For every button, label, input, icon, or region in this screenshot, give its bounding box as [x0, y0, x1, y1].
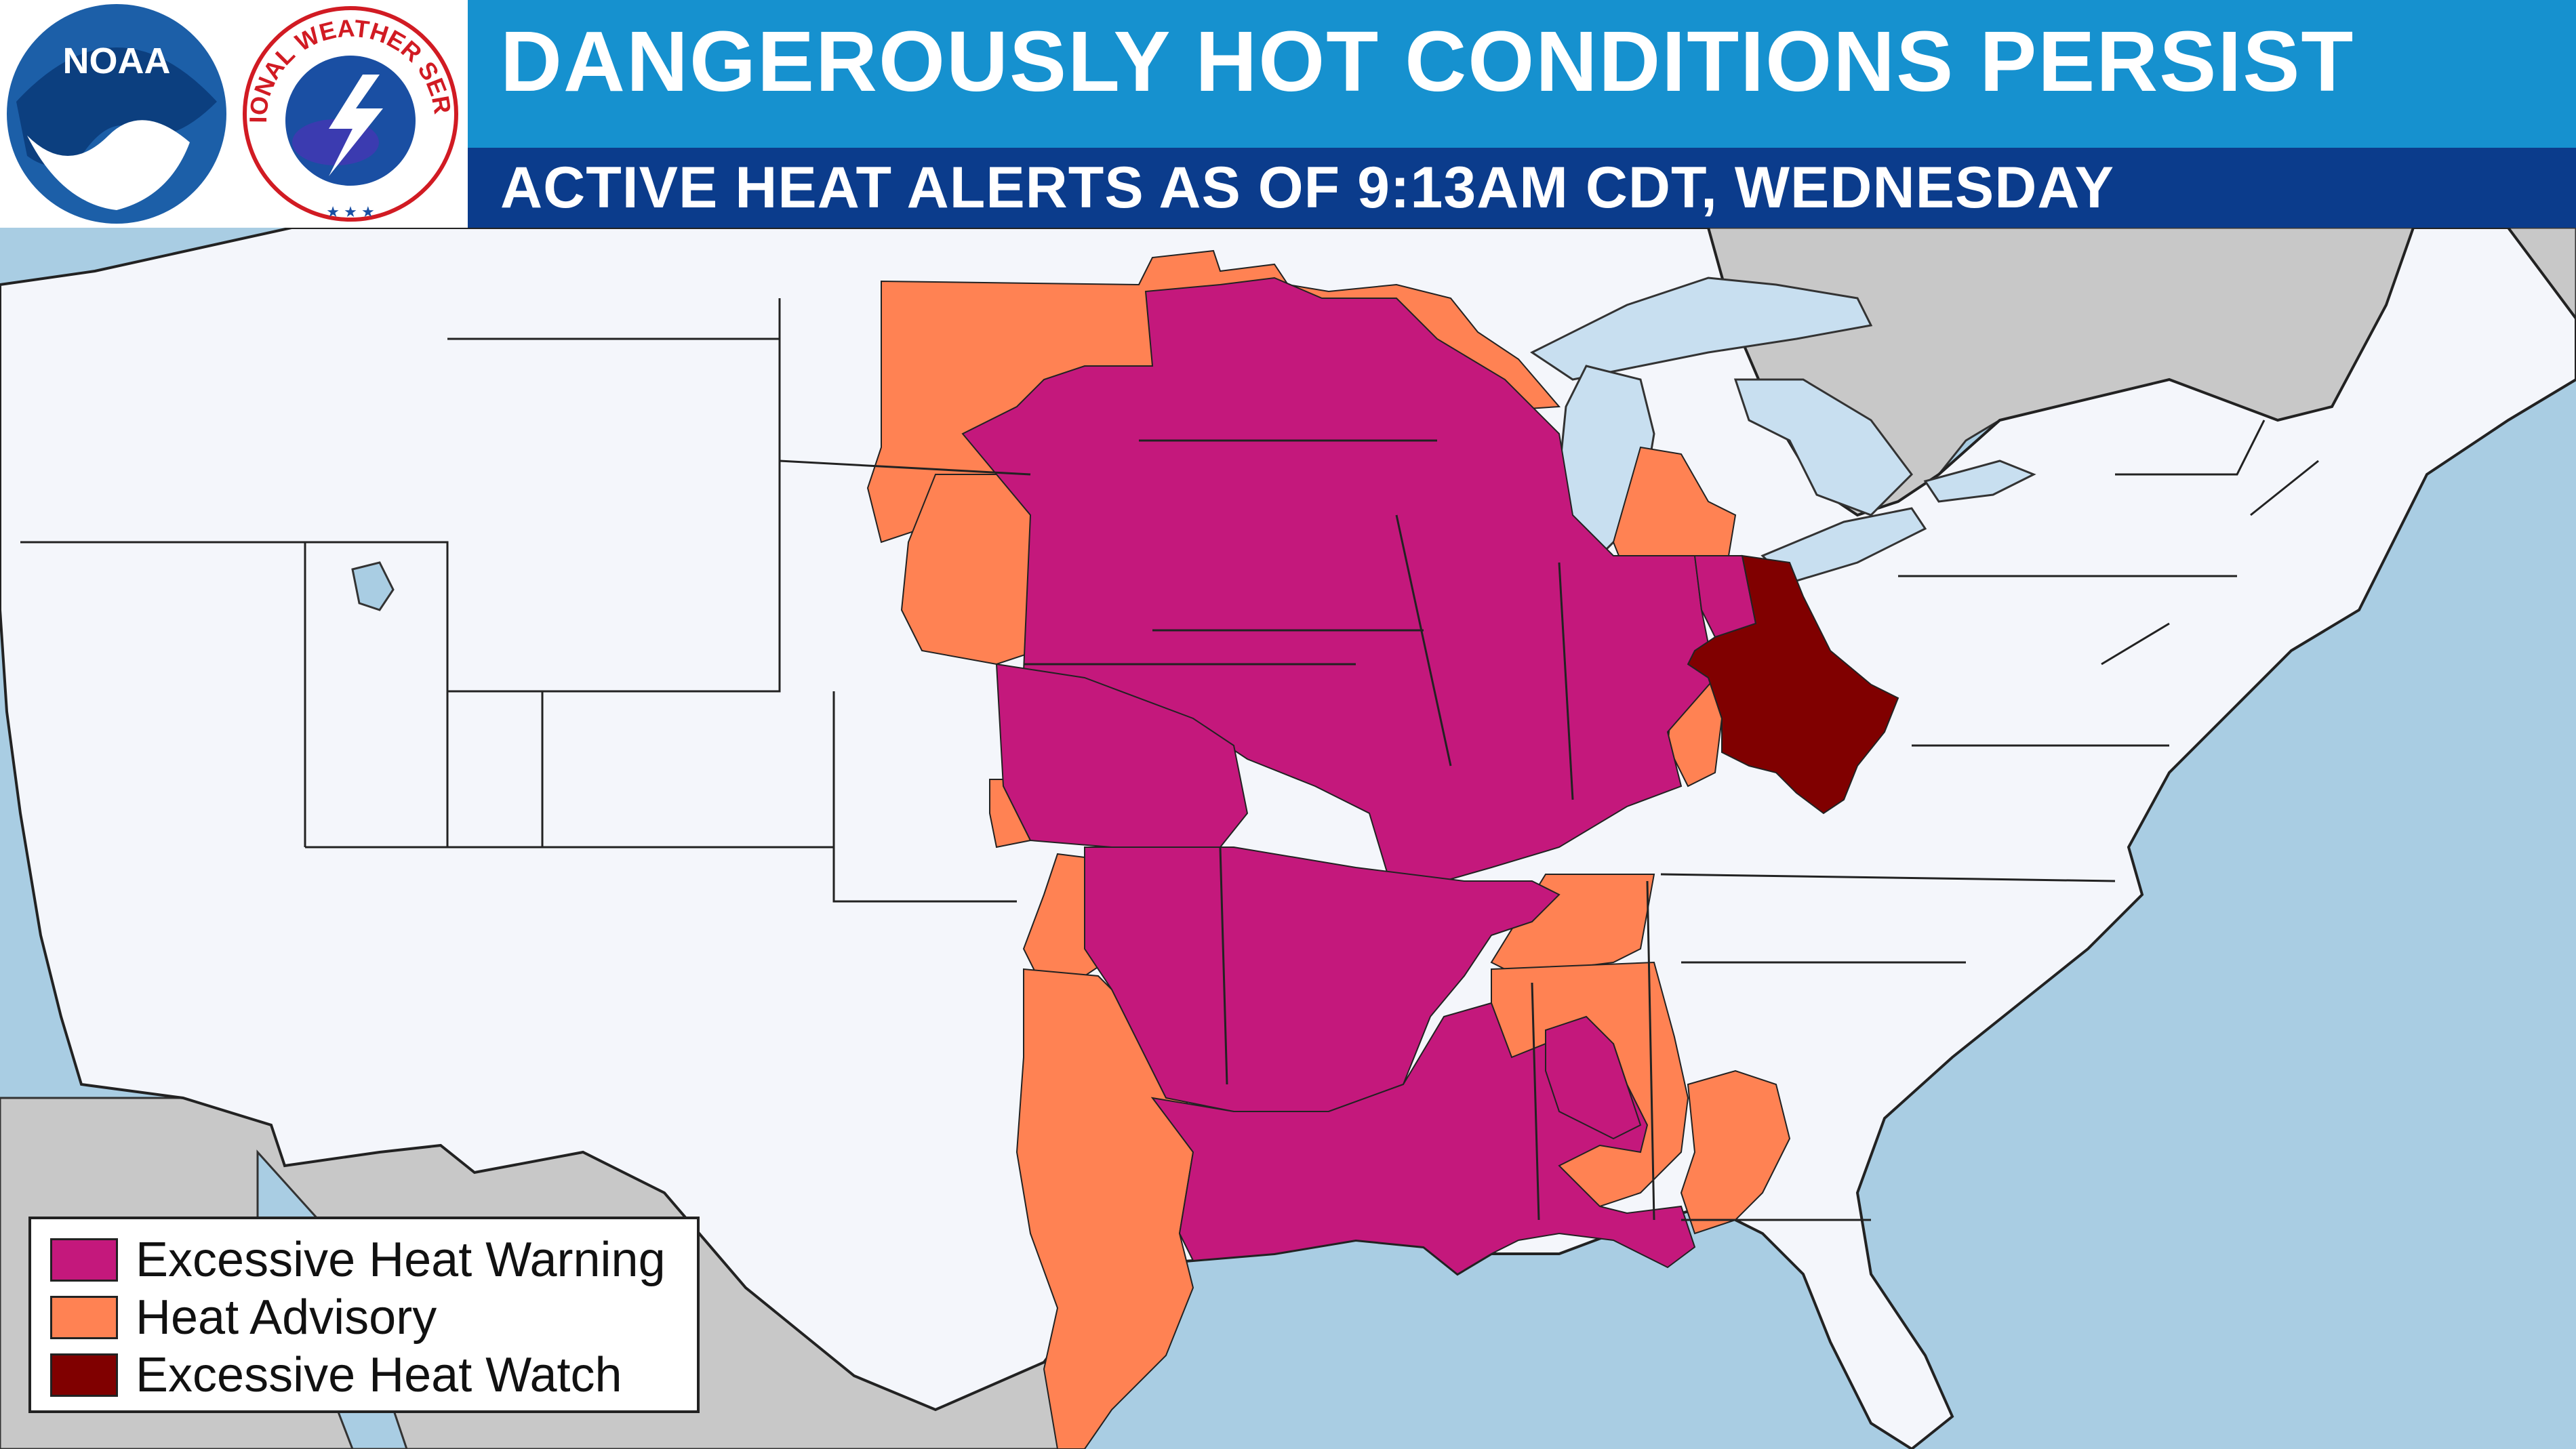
noaa-logo: NOAA	[7, 4, 226, 224]
title-banner: DANGEROUSLY HOT CONDITIONS PERSIST	[468, 0, 2576, 148]
heat-warning-alabama-inner	[1545, 1015, 1642, 1140]
legend-item-excessive-heat-warning: Excessive Heat Warning	[50, 1233, 666, 1287]
heat-watch-ohio-valley	[1687, 554, 1899, 815]
page-title: DANGEROUSLY HOT CONDITIONS PERSIST	[500, 14, 2355, 109]
legend-label-advisory: Heat Advisory	[136, 1290, 437, 1345]
us-land	[0, 228, 2576, 1449]
legend-label-warning: Excessive Heat Warning	[136, 1233, 666, 1287]
lake-superior	[1530, 277, 1873, 381]
excessive-heat-warning-areas	[961, 277, 1757, 1275]
noaa-logo-text: NOAA	[63, 41, 171, 81]
legend-swatch-advisory	[50, 1296, 118, 1339]
header: NOAA NATIONAL WEATHER SERVICE ★ ★ ★ DANG…	[0, 0, 2576, 228]
nws-logo: NATIONAL WEATHER SERVICE ★ ★ ★	[234, 0, 458, 222]
legend-swatch-watch	[50, 1353, 118, 1397]
noaa-logo-upper	[16, 47, 217, 166]
noaa-logo-gull	[27, 120, 190, 210]
page-subtitle: ACTIVE HEAT ALERTS AS OF 9:13AM CDT, WED…	[500, 155, 2114, 220]
nws-logo-stars-icon: ★ ★ ★	[326, 203, 374, 220]
legend-swatch-warning	[50, 1238, 118, 1282]
heat-warning-ozarks-arkansas	[1084, 846, 1561, 1112]
subtitle-banner: ACTIVE HEAT ALERTS AS OF 9:13AM CDT, WED…	[468, 148, 2576, 228]
legend-label-watch: Excessive Heat Watch	[136, 1348, 622, 1402]
great-salt-lake	[351, 561, 395, 611]
heat-advisory-georgia	[1680, 1069, 1791, 1235]
lake-ontario	[1923, 460, 2036, 503]
map-legend: Excessive Heat Warning Heat Advisory Exc…	[28, 1217, 700, 1413]
nws-logo-lightning-icon	[329, 75, 383, 176]
legend-item-excessive-heat-watch: Excessive Heat Watch	[50, 1348, 622, 1402]
legend-item-heat-advisory: Heat Advisory	[50, 1290, 437, 1345]
lake-huron	[1733, 378, 1913, 516]
state-boundaries	[20, 298, 2319, 1221]
heat-warning-plains-south	[995, 663, 1249, 848]
